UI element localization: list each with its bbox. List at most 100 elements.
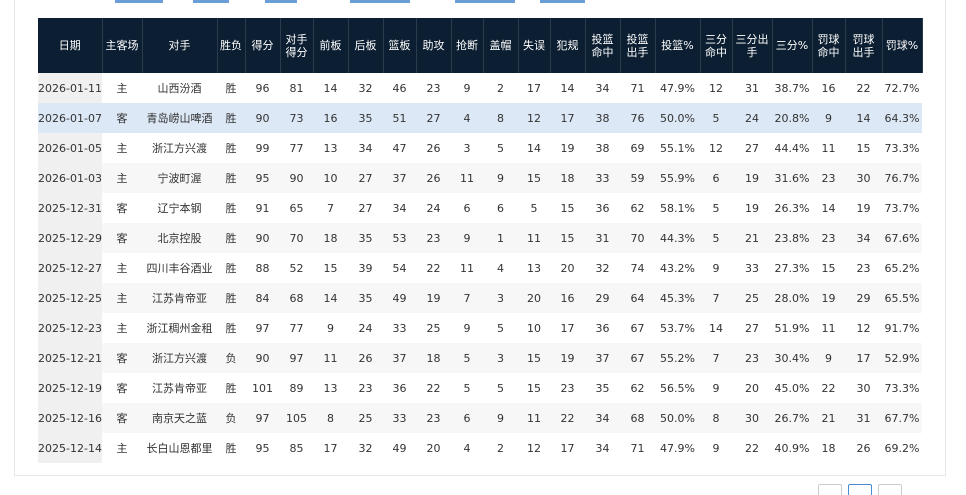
tab[interactable]	[193, 0, 229, 3]
table-cell: 101	[245, 373, 280, 403]
table-cell: 15	[313, 253, 348, 283]
table-row[interactable]: 2025-12-25 主江苏肯帝亚胜 84 68 14 35 49 19 7 3 20 16 29 64 4…	[38, 283, 922, 313]
table-cell: 19	[732, 193, 772, 223]
table-cell: 27	[348, 193, 383, 223]
table-cell: 73.3%	[882, 373, 922, 403]
table-cell: 主	[102, 253, 142, 283]
table-cell: 38	[585, 133, 620, 163]
table-cell: 84	[245, 283, 280, 313]
column-header: 三分%	[772, 18, 813, 73]
table-cell: 11	[451, 253, 483, 283]
table-cell: 8	[483, 103, 518, 133]
page-prev[interactable]	[818, 484, 842, 495]
table-cell: 9	[483, 403, 518, 433]
table-cell: 2025-12-27	[38, 253, 102, 283]
table-cell: 47.9%	[655, 433, 700, 463]
table-cell: 胜	[217, 433, 245, 463]
table-row[interactable]: 2025-12-14 主长白山恩都里胜 95 85 17 32 49 20 4 2 12 17 34 71…	[38, 433, 922, 463]
table-cell: 97	[245, 403, 280, 433]
table-cell: 11	[812, 313, 845, 343]
table-cell: 70	[620, 223, 655, 253]
table-cell: 胜	[217, 253, 245, 283]
table-cell: 25	[732, 283, 772, 313]
table-cell: 35	[348, 283, 383, 313]
table-cell: 2025-12-29	[38, 223, 102, 253]
tab[interactable]	[265, 0, 297, 3]
page-current[interactable]	[848, 484, 872, 495]
tab[interactable]	[350, 0, 410, 3]
table-row[interactable]: 2026-01-07 客青岛崂山啤酒胜 90 73 16 35 51 27 4 8 12 17 38 76…	[38, 103, 922, 133]
table-cell: 5	[483, 313, 518, 343]
table-cell: 52	[280, 253, 313, 283]
column-header: 对手	[142, 18, 218, 73]
table-cell: 89	[280, 373, 313, 403]
table-row[interactable]: 2025-12-16 客南京天之蓝负 97 105 8 25 33 23 6 9 11 22 34 68 5…	[38, 403, 922, 433]
tab[interactable]	[455, 0, 515, 3]
table-cell: 负	[217, 343, 245, 373]
table-row[interactable]: 2025-12-21 客浙江方兴渡负 90 97 11 26 37 18 5 3 15 19 37 67 5…	[38, 343, 922, 373]
table-cell: 30	[845, 373, 882, 403]
table-cell: 51	[383, 103, 416, 133]
table-cell: 2025-12-14	[38, 433, 102, 463]
table-cell: 23	[416, 73, 451, 103]
table-cell: 26	[416, 133, 451, 163]
table-cell: 76.7%	[882, 163, 922, 193]
table-row[interactable]: 2025-12-31 客辽宁本钢胜 91 65 7 27 34 24 6 6 5 15 36 62 58.1…	[38, 193, 922, 223]
table-cell: 5	[518, 193, 550, 223]
column-header: 失误	[518, 18, 551, 73]
table-cell: 33	[383, 403, 416, 433]
table-row[interactable]: 2025-12-23 主浙江稠州金租胜 97 77 9 24 33 25 9 5 10 17 36 67 5…	[38, 313, 922, 343]
table-cell: 9	[313, 313, 348, 343]
table-cell: 客	[102, 343, 142, 373]
table-row[interactable]: 2026-01-05 主浙江方兴渡胜 99 77 13 34 47 26 3 5 14 19 38 69 5…	[38, 133, 922, 163]
tab[interactable]	[540, 0, 585, 3]
table-cell: 23	[416, 223, 451, 253]
table-row[interactable]: 2026-01-11 主山西汾酒胜 96 81 14 32 46 23 9 2 17 14 34 71 47…	[38, 73, 922, 103]
table-cell: 胜	[217, 103, 245, 133]
table-cell: 10	[518, 313, 550, 343]
table-cell: 26	[348, 343, 383, 373]
table-cell: 27	[348, 163, 383, 193]
table-cell: 四川丰谷酒业	[142, 253, 217, 283]
table-row[interactable]: 2025-12-29 客北京控股胜 90 70 18 35 53 23 9 1 11 15 31 70 44…	[38, 223, 922, 253]
table-cell: 27.3%	[772, 253, 812, 283]
table-cell: 96	[245, 73, 280, 103]
table-cell: 胜	[217, 163, 245, 193]
table-cell: 5	[700, 193, 732, 223]
table-cell: 客	[102, 373, 142, 403]
table-cell: 22	[812, 373, 845, 403]
table-cell: 2026-01-07	[38, 103, 102, 133]
table-cell: 15	[550, 193, 585, 223]
table-row[interactable]: 2025-12-19 客江苏肯帝亚胜 101 89 13 23 36 22 5 5 15 23 35 62…	[38, 373, 922, 403]
table-cell: 58.1%	[655, 193, 700, 223]
table-cell: 67	[620, 343, 655, 373]
panel	[14, 0, 946, 476]
table-cell: 5	[483, 373, 518, 403]
table-cell: 9	[451, 73, 483, 103]
table-cell: 51.9%	[772, 313, 812, 343]
table-cell: 浙江稠州金租	[142, 313, 217, 343]
table-cell: 15	[518, 343, 550, 373]
tab[interactable]	[115, 0, 163, 3]
table-cell: 76	[620, 103, 655, 133]
table-cell: 22	[732, 433, 772, 463]
table-cell: 21	[812, 403, 845, 433]
table-cell: 客	[102, 103, 142, 133]
table-cell: 12	[845, 313, 882, 343]
table-row[interactable]: 2025-12-27 主四川丰谷酒业胜 88 52 15 39 54 22 11 4 13 20 32 7…	[38, 253, 922, 283]
table-cell: 7	[700, 283, 732, 313]
table-cell: 45.0%	[772, 373, 812, 403]
table-row[interactable]: 2026-01-03 主宁波町渥胜 95 90 10 27 37 26 11 9 15 18 33 59 5…	[38, 163, 922, 193]
table-cell: 71	[620, 433, 655, 463]
table-cell: 7	[451, 283, 483, 313]
table-cell: 105	[280, 403, 313, 433]
table-cell: 11	[518, 403, 550, 433]
table-cell: 52.9%	[882, 343, 922, 373]
table-cell: 北京控股	[142, 223, 217, 253]
table-cell: 30.4%	[772, 343, 812, 373]
table-cell: 3	[451, 133, 483, 163]
page-next[interactable]	[878, 484, 902, 495]
table-cell: 24	[416, 193, 451, 223]
table-cell: 11	[518, 223, 550, 253]
table-cell: 青岛崂山啤酒	[142, 103, 217, 133]
